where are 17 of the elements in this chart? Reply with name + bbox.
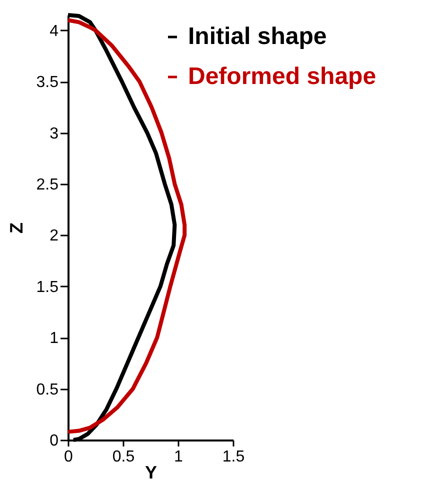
y-tick-label: 3	[50, 125, 59, 142]
y-tick-label: 1.5	[36, 278, 59, 296]
y-tick-label: 0	[50, 432, 59, 450]
x-tick-label: 1	[174, 448, 184, 466]
legend-label: Deformed shape	[188, 63, 376, 90]
y-tick-label: 3.5	[36, 74, 59, 92]
x-axis-title: Y	[144, 462, 158, 480]
x-tick-label: 0.5	[112, 448, 135, 466]
y-tick-label: 4	[50, 22, 59, 40]
y-tick-label: 0.5	[36, 381, 59, 398]
y-tick-label: 2.5	[36, 176, 59, 194]
y-axis-title: Z	[6, 222, 26, 234]
y-tick-label: 2	[50, 228, 59, 245]
legend-label: Initial shape	[188, 23, 327, 50]
x-tick-label: 0	[64, 448, 74, 466]
x-tick-label: 1.5	[222, 448, 245, 466]
y-tick-label: 1	[50, 330, 59, 348]
